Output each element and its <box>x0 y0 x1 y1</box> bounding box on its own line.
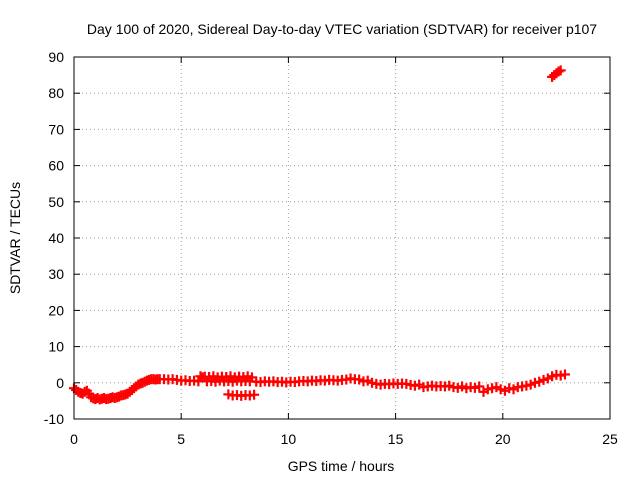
y-tick-label: 80 <box>48 85 64 101</box>
grid-lines <box>74 57 610 419</box>
y-tick-label: 90 <box>48 49 64 65</box>
x-tick-label: 10 <box>281 431 297 447</box>
y-tick-label: 70 <box>48 121 64 137</box>
y-axis-ticks: -10 0 10 20 30 40 50 60 70 80 90 <box>44 49 610 427</box>
chart-title: Day 100 of 2020, Sidereal Day-to-day VTE… <box>87 21 597 37</box>
x-tick-label: 5 <box>177 431 185 447</box>
x-tick-label: 25 <box>602 431 618 447</box>
y-tick-label: 50 <box>48 194 64 210</box>
y-tick-label: 10 <box>48 339 64 355</box>
y-tick-label: 60 <box>48 158 64 174</box>
x-axis-ticks: 0 5 10 15 20 25 <box>70 57 618 447</box>
y-tick-label: 30 <box>48 266 64 282</box>
data-point <box>249 389 260 400</box>
x-axis-label: GPS time / hours <box>288 458 395 474</box>
y-tick-label: 40 <box>48 230 64 246</box>
y-axis-label: SDTVAR / TECUs <box>7 182 23 294</box>
data-points <box>69 65 570 405</box>
data-point <box>555 65 566 76</box>
x-tick-label: 20 <box>495 431 511 447</box>
y-tick-label: 0 <box>56 375 64 391</box>
x-tick-label: 15 <box>388 431 404 447</box>
data-point <box>559 369 570 380</box>
x-tick-label: 0 <box>70 431 78 447</box>
data-point <box>474 381 485 392</box>
y-tick-label: -10 <box>44 411 64 427</box>
y-tick-label: 20 <box>48 302 64 318</box>
